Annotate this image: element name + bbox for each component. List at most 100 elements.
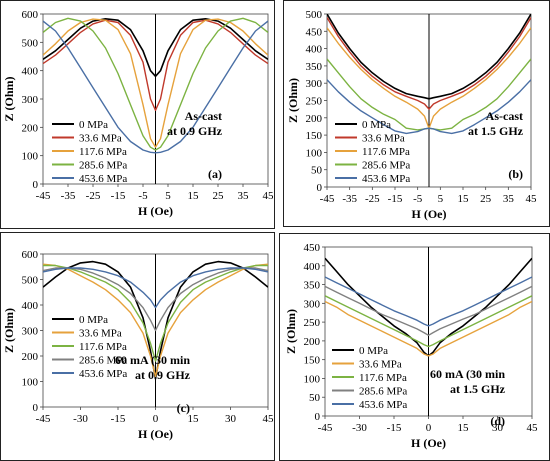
panel-label: (b) <box>508 167 523 181</box>
x-tick-label: -25 <box>365 193 380 205</box>
panel-label: (a) <box>208 167 222 181</box>
x-tick-label: -45 <box>36 190 51 202</box>
x-tick-label: -25 <box>86 190 101 202</box>
x-tick-label: -5 <box>138 190 148 202</box>
series-line-0 <box>43 17 268 78</box>
y-tick-label: 50 <box>311 165 323 177</box>
x-tick-label: -15 <box>388 193 403 205</box>
x-tick-label: 15 <box>188 190 200 202</box>
y-tick-label: 0 <box>317 182 323 194</box>
legend-entry-1: 33.6 MPa <box>79 133 122 145</box>
x-tick-label: 35 <box>238 190 250 202</box>
x-tick-label: -30 <box>73 413 88 425</box>
y-tick-label: 0 <box>33 402 39 414</box>
legend-entry-2: 117.6 MPa <box>362 146 410 158</box>
series-line-1 <box>43 19 268 112</box>
series-line-4 <box>43 20 268 154</box>
x-tick-label: -35 <box>342 193 357 205</box>
x-axis-label: H (Oe) <box>412 207 447 221</box>
x-tick-label: 45 <box>526 193 538 205</box>
y-tick-label: 250 <box>306 96 323 108</box>
series-line-2 <box>43 18 268 148</box>
x-tick-label: -45 <box>320 193 335 205</box>
x-tick-label: 45 <box>263 413 275 425</box>
x-tick-label: 0 <box>153 413 159 425</box>
legend-entry-4: 453.6 MPa <box>362 173 410 185</box>
y-tick-label: 450 <box>304 242 321 254</box>
series-line-2 <box>43 264 268 362</box>
series-line-3 <box>43 17 268 151</box>
y-tick-label: 600 <box>22 9 39 21</box>
y-tick-label: 300 <box>306 78 323 90</box>
panel-annotation-0: 60 mA (30 min <box>430 367 505 381</box>
series-line-2 <box>325 295 532 348</box>
panel-label: (d) <box>490 414 505 428</box>
panel-frame <box>0 0 275 229</box>
y-tick-label: 500 <box>22 275 39 287</box>
y-axis-label: Z (Ohm) <box>2 308 16 353</box>
y-tick-label: 200 <box>306 113 323 125</box>
legend-entry-3: 285.6 MPa <box>79 355 127 367</box>
legend-entry-2: 117.6 MPa <box>79 341 127 353</box>
y-tick-label: 150 <box>306 130 323 142</box>
series-line-3 <box>325 285 532 336</box>
x-tick-label: -35 <box>61 190 76 202</box>
y-tick-label: 50 <box>309 392 321 404</box>
y-tick-label: 500 <box>22 37 39 49</box>
legend-entry-3: 285.6 MPa <box>359 386 407 398</box>
y-tick-label: 400 <box>304 261 321 273</box>
y-tick-label: 0 <box>315 411 321 423</box>
y-axis-label: Z (Ohm) <box>2 76 16 121</box>
y-tick-label: 400 <box>22 66 39 78</box>
y-tick-label: 100 <box>22 151 39 163</box>
legend-entry-1: 33.6 MPa <box>79 328 122 340</box>
y-tick-label: 500 <box>306 9 323 21</box>
x-tick-label: 15 <box>458 422 470 434</box>
legend-entry-4: 453.6 MPa <box>359 399 407 411</box>
panel-annotation-1: at 1.5 GHz <box>468 124 524 138</box>
series-line-4 <box>43 267 268 309</box>
legend-entry-2: 117.6 MPa <box>79 146 127 158</box>
panel-annotation-0: As-cast <box>486 109 523 123</box>
series-line-1 <box>43 263 268 378</box>
x-tick-label: 45 <box>263 190 275 202</box>
x-tick-label: 25 <box>213 190 225 202</box>
y-tick-label: 100 <box>306 147 323 159</box>
legend-entry-4: 453.6 MPa <box>79 368 127 380</box>
y-tick-label: 200 <box>22 122 39 134</box>
panel-frame <box>283 0 550 227</box>
panel-annotation-1: at 0.9 GHz <box>135 368 191 382</box>
y-tick-label: 600 <box>22 249 39 261</box>
y-tick-label: 150 <box>304 355 321 367</box>
legend-entry-0: 0 MPa <box>79 314 108 326</box>
series-line-3 <box>43 267 268 332</box>
x-tick-label: -45 <box>318 422 333 434</box>
y-tick-label: 300 <box>22 326 39 338</box>
panel-annotation-1: at 1.5 GHz <box>450 382 506 396</box>
legend-entry-3: 285.6 MPa <box>79 160 127 172</box>
y-tick-label: 400 <box>22 300 39 312</box>
x-tick-label: -15 <box>111 413 126 425</box>
legend-entry-0: 0 MPa <box>362 119 391 131</box>
legend-entry-4: 453.6 MPa <box>79 173 127 185</box>
legend-entry-0: 0 MPa <box>79 119 108 131</box>
legend-entry-1: 33.6 MPa <box>362 133 405 145</box>
x-tick-label: -15 <box>111 190 126 202</box>
x-tick-label: -5 <box>413 193 423 205</box>
legend-entry-1: 33.6 MPa <box>359 359 402 371</box>
series-line-4 <box>325 276 532 327</box>
x-tick-label: 5 <box>165 190 171 202</box>
x-tick-label: 15 <box>188 413 200 425</box>
series-line-4 <box>327 79 531 135</box>
y-tick-label: 300 <box>22 94 39 106</box>
x-tick-label: -30 <box>352 422 367 434</box>
y-tick-label: 200 <box>22 351 39 363</box>
series-line-1 <box>327 17 531 110</box>
legend-entry-2: 117.6 MPa <box>359 372 407 384</box>
panel-2: 0 100 200 300 400 500 600 -45 -30 -15 0 15 30 45 H (Oe… <box>0 232 275 461</box>
x-tick-label: 5 <box>438 193 444 205</box>
x-tick-label: 35 <box>503 193 515 205</box>
panel-annotation-0: 60 mA (30 min <box>115 353 190 367</box>
legend-entry-0: 0 MPa <box>359 345 388 357</box>
